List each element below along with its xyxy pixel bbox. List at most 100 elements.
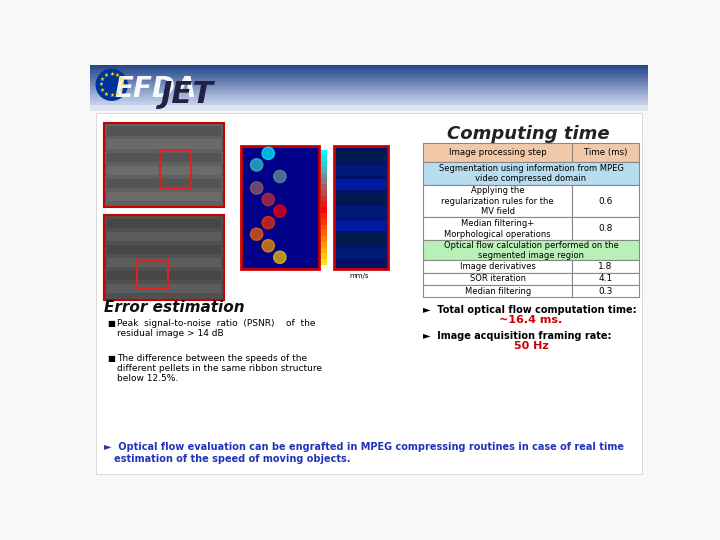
Bar bbox=[90, 99, 648, 101]
Bar bbox=[321, 161, 327, 167]
Bar bbox=[107, 284, 221, 294]
Bar bbox=[107, 192, 221, 201]
Bar bbox=[90, 69, 648, 70]
Bar bbox=[90, 94, 648, 96]
Circle shape bbox=[251, 182, 263, 194]
Text: ►  Image acquisition framing rate:: ► Image acquisition framing rate: bbox=[423, 331, 612, 341]
Bar bbox=[90, 65, 648, 66]
Text: Median filtering+
Morphological operations: Median filtering+ Morphological operatio… bbox=[444, 219, 551, 239]
Bar bbox=[423, 143, 639, 162]
Text: The difference between the speeds of the
different pellets in the same ribbon st: The difference between the speeds of the… bbox=[117, 354, 322, 383]
Bar bbox=[321, 253, 327, 259]
Text: ★: ★ bbox=[100, 77, 104, 82]
Bar bbox=[90, 73, 648, 74]
Text: 0.3: 0.3 bbox=[598, 287, 613, 296]
Text: 4.1: 4.1 bbox=[598, 274, 613, 284]
Bar bbox=[90, 89, 648, 90]
Bar bbox=[137, 261, 168, 288]
Bar bbox=[321, 150, 327, 156]
Bar bbox=[336, 165, 386, 176]
Bar bbox=[423, 240, 639, 260]
Bar bbox=[321, 195, 327, 201]
Text: Image derivatives: Image derivatives bbox=[459, 262, 536, 271]
Bar bbox=[107, 271, 221, 280]
Text: ►  Optical flow evaluation can be engrafted in MPEG compressing routines in case: ► Optical flow evaluation can be engraft… bbox=[104, 442, 624, 464]
Bar bbox=[90, 97, 648, 98]
Text: ★: ★ bbox=[109, 71, 114, 77]
Bar bbox=[90, 86, 648, 87]
Bar bbox=[90, 101, 648, 102]
Bar bbox=[321, 225, 327, 231]
Bar bbox=[423, 285, 572, 298]
Bar bbox=[107, 232, 221, 241]
Circle shape bbox=[98, 71, 126, 99]
Bar bbox=[90, 85, 648, 86]
Bar bbox=[90, 104, 648, 105]
Bar bbox=[107, 179, 221, 188]
Text: ■: ■ bbox=[107, 354, 115, 362]
Bar bbox=[423, 273, 572, 285]
Text: mm/s: mm/s bbox=[350, 273, 369, 279]
Bar bbox=[321, 156, 327, 161]
Text: ★: ★ bbox=[119, 87, 124, 93]
Bar bbox=[321, 201, 327, 207]
Bar bbox=[572, 260, 639, 273]
Bar bbox=[107, 245, 221, 254]
Bar bbox=[336, 206, 386, 217]
Bar bbox=[321, 190, 327, 195]
Circle shape bbox=[274, 251, 286, 264]
Bar bbox=[241, 146, 319, 269]
Text: 1.8: 1.8 bbox=[598, 262, 613, 271]
Circle shape bbox=[251, 240, 263, 252]
Bar bbox=[90, 76, 648, 77]
Bar bbox=[336, 179, 386, 190]
Text: Peak  signal-to-noise  ratio  (PSNR)    of  the
residual image > 14 dB: Peak signal-to-noise ratio (PSNR) of the… bbox=[117, 319, 315, 338]
Circle shape bbox=[274, 170, 286, 183]
Text: Median filtering: Median filtering bbox=[464, 287, 531, 296]
Text: ★: ★ bbox=[114, 73, 120, 78]
Bar bbox=[90, 93, 648, 94]
Bar bbox=[321, 173, 327, 178]
Text: ►  Total optical flow computation time:: ► Total optical flow computation time: bbox=[423, 305, 637, 315]
Bar bbox=[321, 213, 327, 219]
Bar bbox=[90, 78, 648, 79]
Bar bbox=[321, 248, 327, 253]
Text: ★: ★ bbox=[120, 82, 125, 87]
Bar bbox=[90, 66, 648, 68]
Bar bbox=[90, 90, 648, 91]
Text: 50 Hz: 50 Hz bbox=[513, 341, 549, 351]
Bar bbox=[572, 185, 639, 217]
Bar bbox=[336, 151, 386, 162]
Circle shape bbox=[274, 159, 286, 171]
Bar bbox=[321, 231, 327, 236]
Text: ★: ★ bbox=[114, 92, 120, 97]
Bar bbox=[104, 123, 224, 207]
Text: Applying the
regularization rules for the
MV field: Applying the regularization rules for th… bbox=[441, 186, 554, 216]
Text: ★: ★ bbox=[100, 87, 104, 93]
Bar bbox=[321, 178, 327, 184]
Text: ★: ★ bbox=[119, 77, 124, 82]
Bar bbox=[321, 207, 327, 213]
Bar bbox=[321, 236, 327, 242]
Bar bbox=[423, 185, 572, 217]
Bar bbox=[90, 81, 648, 82]
Bar bbox=[90, 70, 648, 71]
Bar bbox=[321, 259, 327, 265]
Bar bbox=[336, 220, 386, 231]
Bar bbox=[321, 219, 327, 225]
Bar bbox=[107, 258, 221, 267]
Bar bbox=[572, 217, 639, 240]
Text: Time (ms): Time (ms) bbox=[584, 148, 627, 157]
Bar bbox=[321, 242, 327, 248]
Bar bbox=[90, 79, 648, 81]
Circle shape bbox=[251, 193, 263, 206]
Bar bbox=[96, 112, 642, 475]
Bar bbox=[104, 215, 224, 300]
Bar bbox=[423, 162, 639, 185]
Bar bbox=[336, 248, 386, 259]
Bar bbox=[423, 260, 572, 273]
Bar bbox=[107, 153, 221, 162]
Text: ★: ★ bbox=[109, 93, 114, 98]
Text: SOR iteration: SOR iteration bbox=[469, 274, 526, 284]
Bar bbox=[321, 184, 327, 190]
